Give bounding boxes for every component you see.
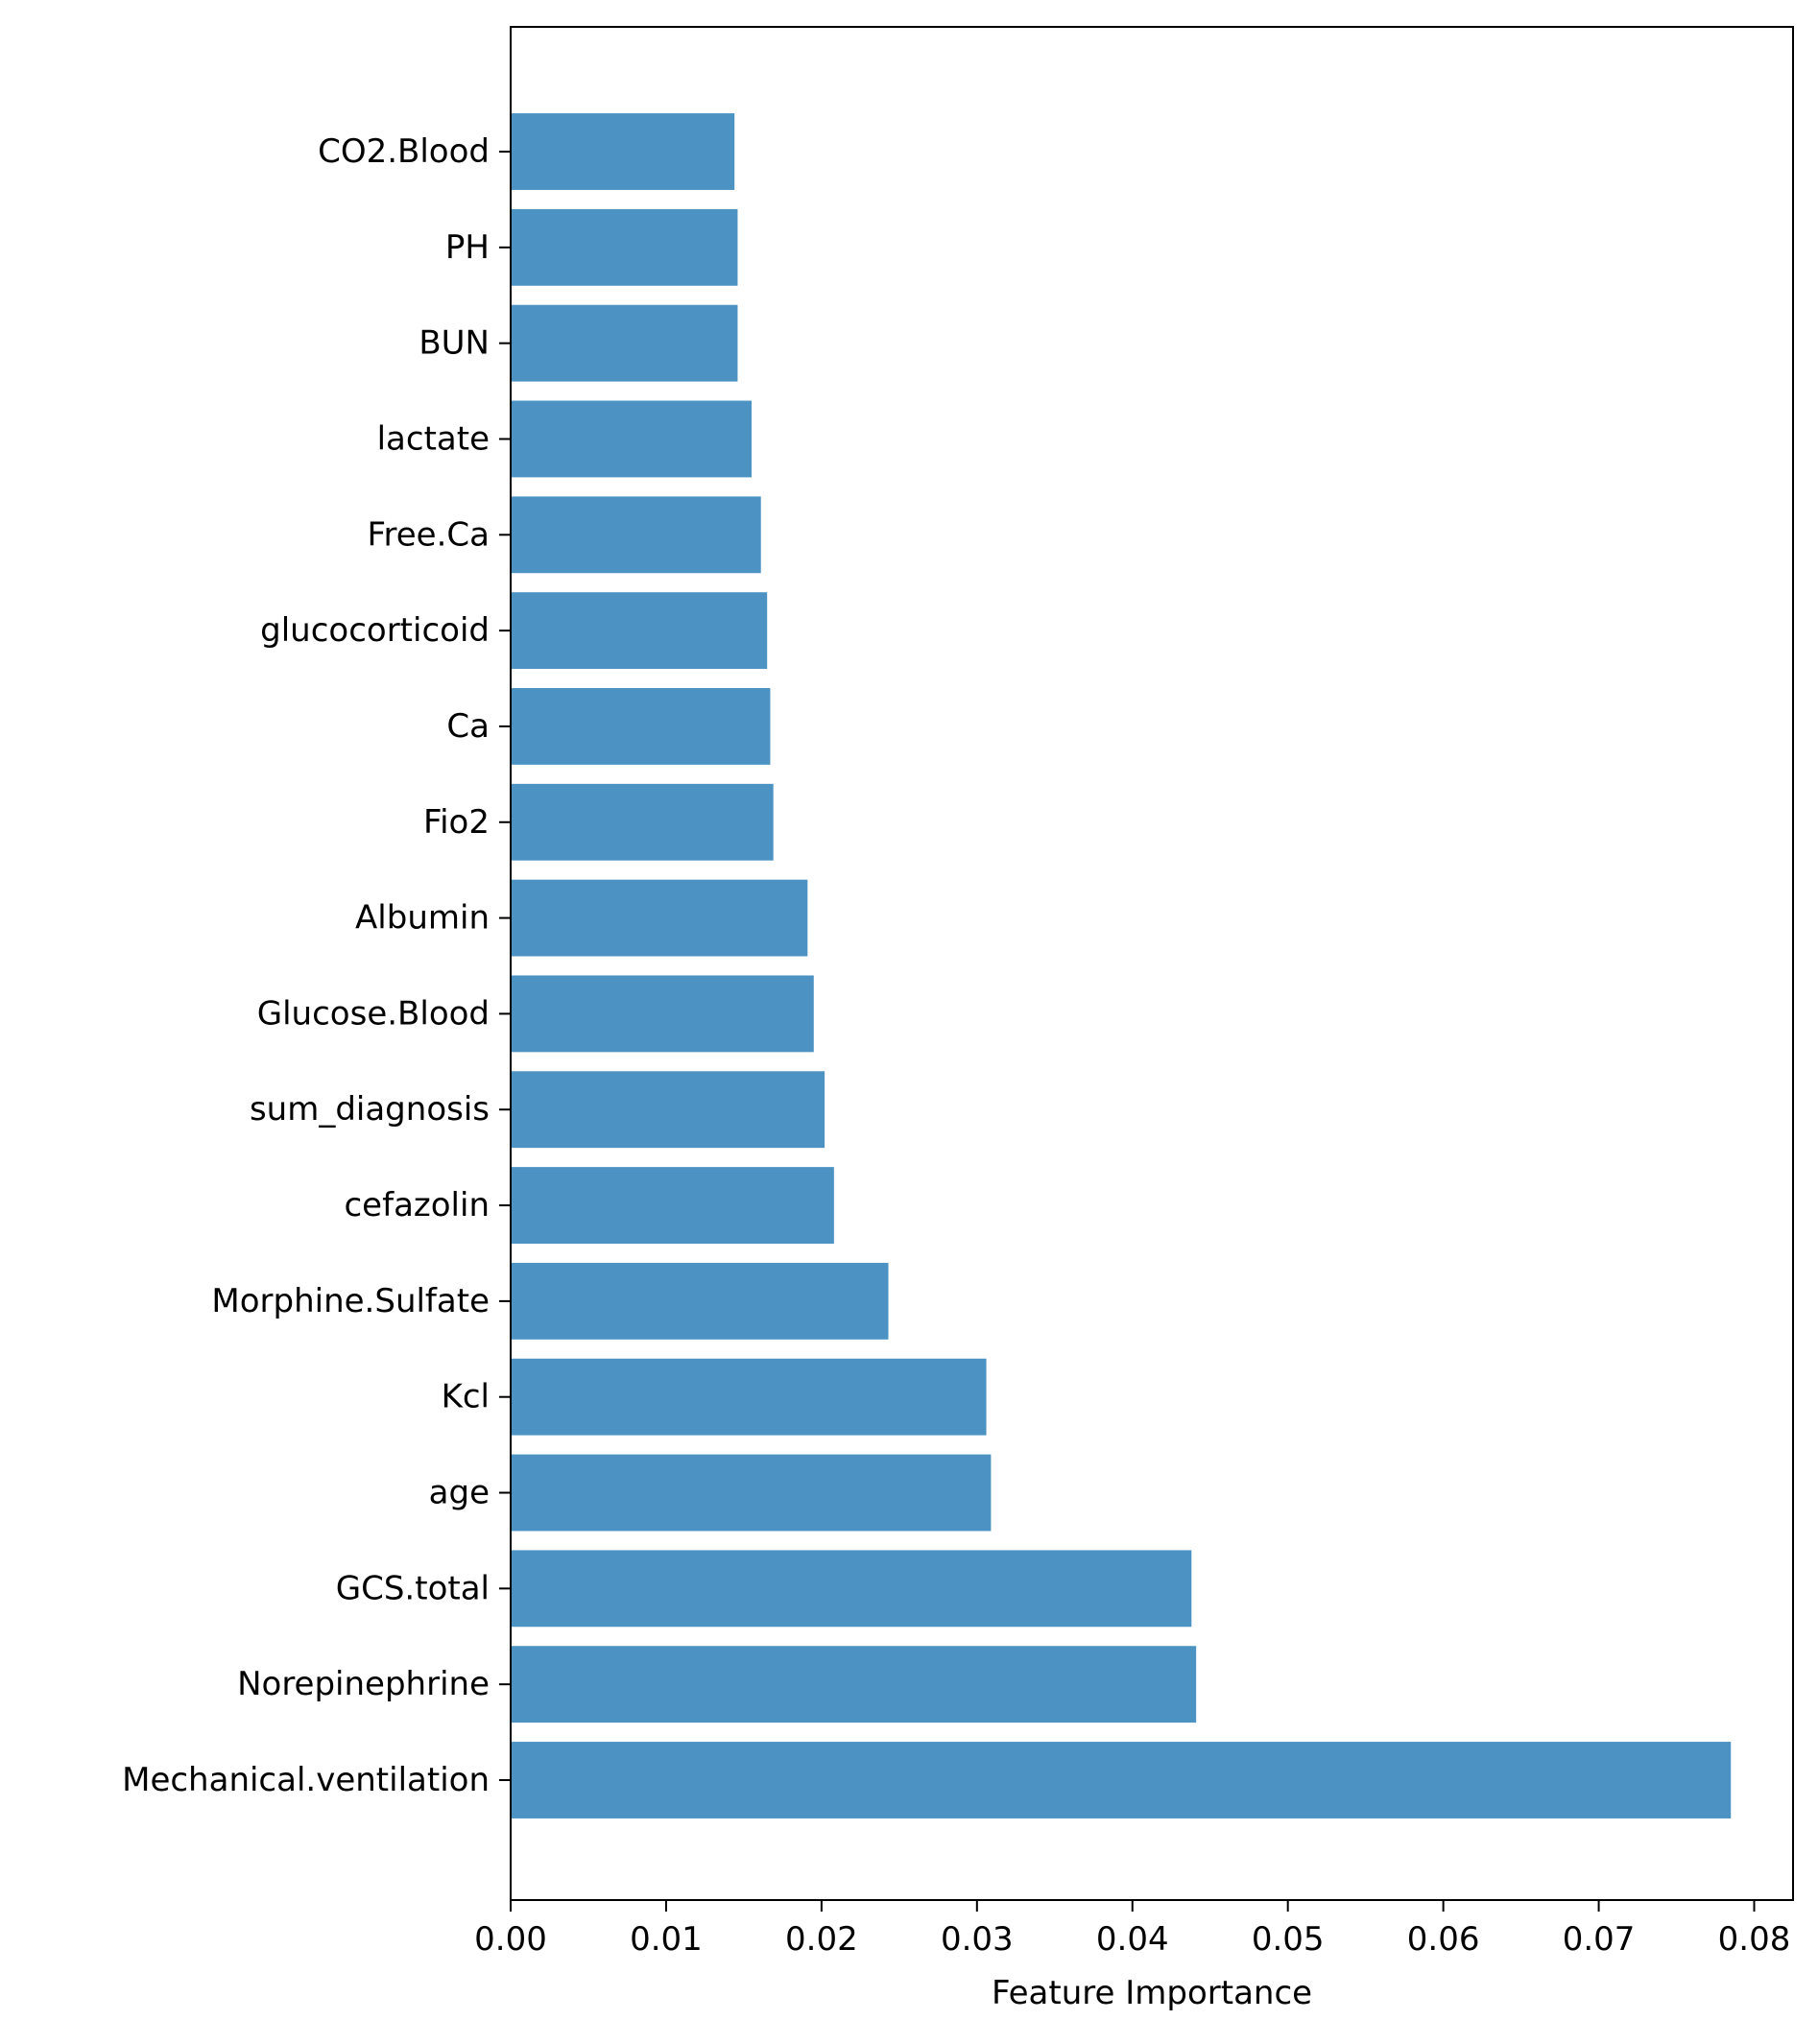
y-tick-label: Kcl — [442, 1378, 490, 1416]
bar-norepinephrine — [511, 1646, 1197, 1723]
y-tick-label: cefazolin — [344, 1186, 490, 1224]
x-tick-label: 0.08 — [1718, 1920, 1791, 1959]
x-tick-label: 0.05 — [1252, 1920, 1325, 1959]
bar-morphine-sulfate — [511, 1262, 889, 1340]
bar-age — [511, 1454, 992, 1532]
bar-cefazolin — [511, 1167, 834, 1244]
bar-sum-diagnosis — [511, 1071, 825, 1149]
x-tick-label: 0.03 — [941, 1920, 1014, 1959]
y-tick-label: Glucose.Blood — [257, 994, 490, 1033]
bar-kcl — [511, 1358, 987, 1436]
y-tick-label: Mechanical.ventilation — [122, 1761, 490, 1799]
x-tick-label: 0.07 — [1563, 1920, 1636, 1959]
bar-albumin — [511, 879, 808, 957]
bar-ca — [511, 688, 771, 765]
x-tick-label: 0.04 — [1096, 1920, 1169, 1959]
bar-free-ca — [511, 496, 761, 574]
x-axis-label: Feature Importance — [992, 1974, 1312, 2012]
y-tick-label: Albumin — [355, 899, 490, 938]
x-tick-label: 0.00 — [474, 1920, 547, 1959]
bar-glucose-blood — [511, 975, 814, 1053]
y-tick-label: Fio2 — [423, 803, 490, 842]
y-axis-ticks: Mechanical.ventilation Norepinephrine GCS.… — [122, 132, 511, 1799]
y-tick-label: PH — [445, 228, 490, 267]
y-tick-label: BUN — [419, 324, 490, 363]
y-tick-label: sum_diagnosis — [250, 1090, 490, 1129]
bar-glucocorticoid — [511, 592, 768, 670]
y-tick-label: Norepinephrine — [237, 1665, 490, 1703]
y-tick-label: age — [429, 1474, 490, 1512]
y-tick-label: Free.Ca — [367, 515, 490, 554]
bars-layer — [511, 113, 1732, 1818]
y-tick-label: Morphine.Sulfate — [211, 1282, 490, 1320]
plot-frame — [510, 26, 1794, 1901]
bar-gcs-total — [511, 1550, 1192, 1628]
y-tick-label: CO2.Blood — [318, 132, 490, 171]
y-tick-label: lactate — [377, 419, 490, 458]
x-tick-label: 0.06 — [1407, 1920, 1480, 1959]
y-tick-label: Ca — [446, 707, 490, 746]
bar-fio2 — [511, 783, 774, 861]
bar-co2-blood — [511, 113, 735, 190]
x-tick-label: 0.01 — [630, 1920, 703, 1959]
bar-mechanical-ventilation — [511, 1742, 1732, 1818]
x-tick-label: 0.02 — [785, 1920, 858, 1959]
bar-ph — [511, 208, 738, 286]
x-axis-ticks: 0.00 0.01 0.02 0.03 0.04 0.05 0.06 0.07 0.08 — [474, 1900, 1790, 1959]
y-tick-label: GCS.total — [336, 1569, 490, 1607]
bar-lactate — [511, 400, 753, 478]
bar-bun — [511, 304, 738, 382]
y-tick-label: glucocorticoid — [260, 611, 490, 650]
